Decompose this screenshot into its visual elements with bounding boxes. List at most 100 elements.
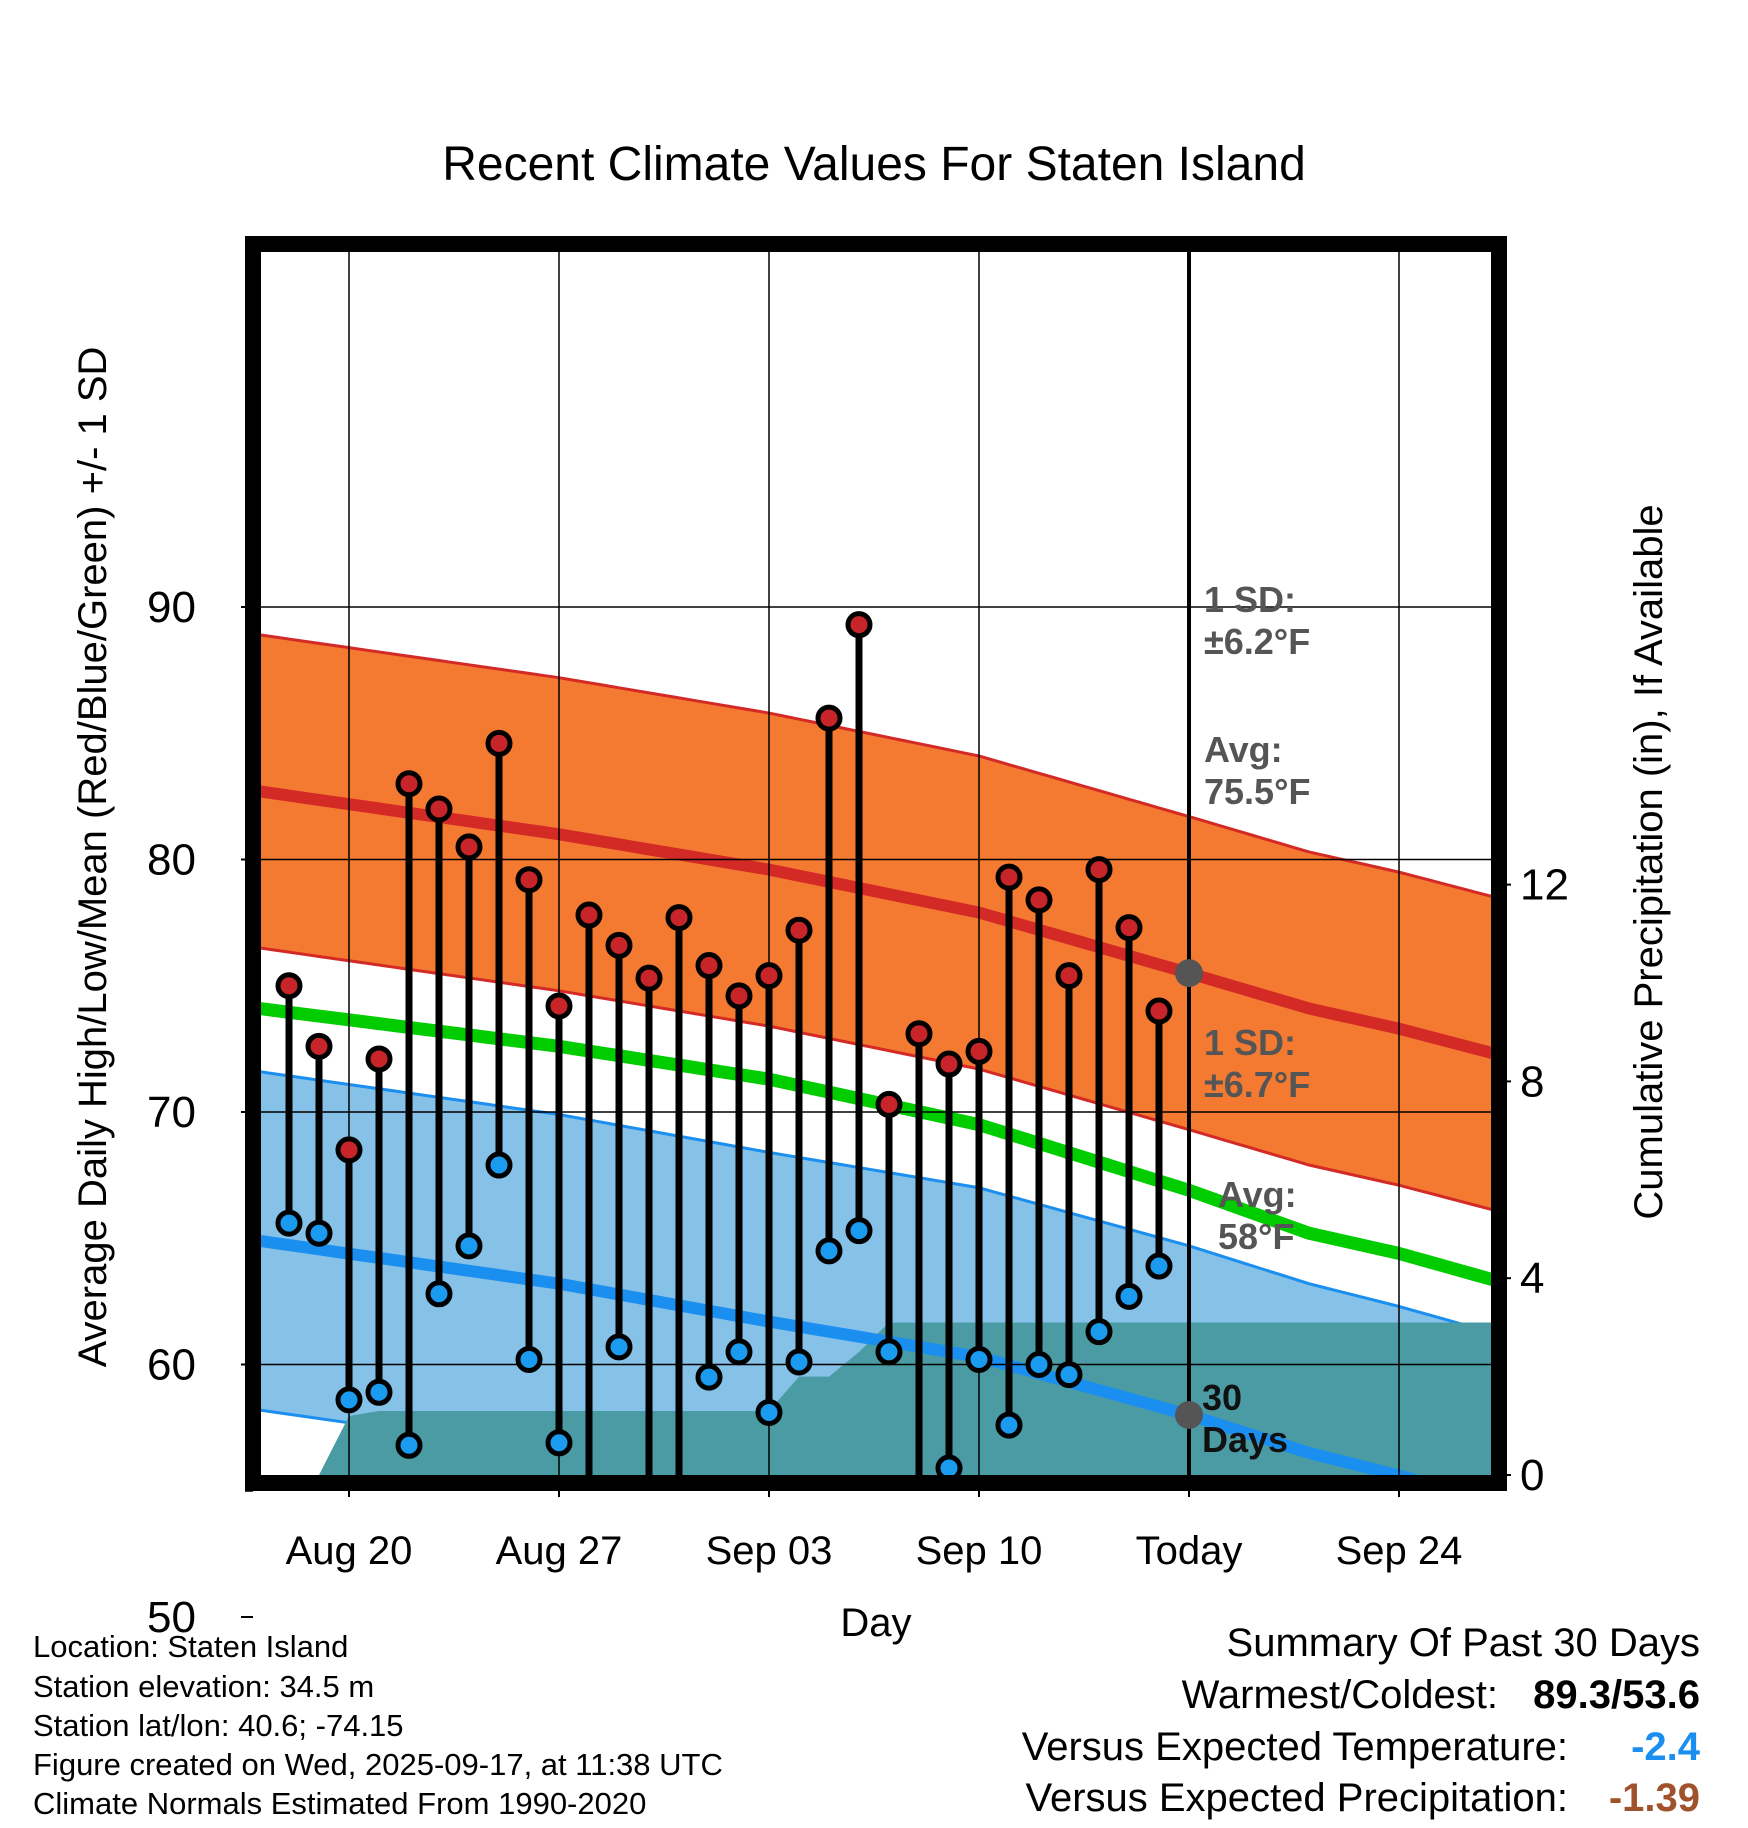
observed-high-point	[665, 904, 693, 932]
y2-tick-label: 0	[1520, 1451, 1544, 1500]
observed-low-point	[935, 1454, 963, 1475]
observed-low-point	[785, 1348, 813, 1376]
y2-tick-label: 12	[1520, 861, 1569, 910]
x-axis-label: Day	[840, 1601, 911, 1645]
observed-low-point	[815, 1237, 843, 1265]
observed-high-point	[335, 1136, 363, 1164]
observed-high-point	[275, 972, 303, 1000]
y2-axis-label: Cumulative Precipitation (in), If Availa…	[1627, 504, 1671, 1219]
observed-low-point	[515, 1345, 543, 1373]
x-tick-label: Sep 24	[1336, 1529, 1463, 1573]
high-sd-annotation-line-2: ±6.2°F	[1204, 621, 1310, 662]
plot-frame	[245, 236, 1507, 1491]
observed-high-point	[605, 931, 633, 959]
x-tick-label: Aug 27	[496, 1529, 623, 1573]
observed-low-point	[1145, 1252, 1173, 1280]
observed-low-point	[965, 1345, 993, 1373]
low-sd-annotation-line-1: 1 SD:	[1204, 1022, 1296, 1063]
observed-high-point	[695, 952, 723, 980]
info-latlon: Station lat/lon: 40.6; -74.15	[33, 1708, 404, 1743]
info-normals: Climate Normals Estimated From 1990-2020	[33, 1786, 646, 1821]
observed-high-point	[725, 982, 753, 1010]
observed-high-point	[515, 866, 543, 894]
x-tick-label: Sep 10	[916, 1529, 1043, 1573]
observed-low-point	[275, 1209, 303, 1237]
observed-low-point	[695, 1363, 723, 1391]
high-sd-upper-edge	[261, 633, 1491, 898]
high-avg-annotation-line-2: 75.5°F	[1204, 771, 1310, 812]
high-sd-annotation-line-1: 1 SD:	[1204, 579, 1296, 620]
low-sd-annotation-line-2: ±6.7°F	[1204, 1064, 1310, 1105]
today-low-normal-marker	[1175, 1401, 1203, 1429]
observed-low-point	[1025, 1351, 1053, 1378]
observed-high-point	[935, 1050, 963, 1078]
low-avg-annotation-line-1: Avg:	[1218, 1174, 1297, 1215]
y2-tick-label: 8	[1520, 1057, 1544, 1106]
x-tick-label: Aug 20	[286, 1529, 413, 1573]
y-axis-label: Average Daily High/Low/Mean (Red/Blue/Gr…	[71, 347, 115, 1368]
observed-high-point	[965, 1037, 993, 1065]
y-tick-label: 50	[147, 1593, 196, 1642]
summary-temp-label: Versus Expected Temperature:	[1022, 1725, 1568, 1769]
observed-low-point	[1055, 1361, 1083, 1389]
observed-high-point	[365, 1045, 393, 1073]
observed-low-point	[1115, 1282, 1143, 1310]
observed-low-point	[335, 1386, 363, 1414]
high-avg-annotation-line-1: Avg:	[1204, 729, 1283, 770]
y-tick-label: 90	[147, 583, 196, 632]
observed-high-point	[1025, 886, 1053, 914]
observed-high-point	[635, 964, 663, 992]
observed-high-point	[575, 901, 603, 929]
x-tick-label: Today	[1136, 1529, 1243, 1573]
summary-warm-cold-value: 89.3/53.6	[1533, 1673, 1700, 1717]
y2-tick-label: 4	[1520, 1254, 1544, 1303]
low-avg-annotation-line-2: 58°F	[1218, 1216, 1294, 1257]
observed-high-point	[755, 962, 783, 990]
window-annotation-line-1: 30	[1202, 1377, 1242, 1418]
observed-low-point	[485, 1151, 513, 1179]
observed-low-point	[545, 1429, 573, 1457]
observed-low-point	[755, 1398, 783, 1426]
observed-low-point	[365, 1378, 393, 1406]
observed-high-point	[1055, 962, 1083, 990]
chart-title: Recent Climate Values For Staten Island	[442, 138, 1306, 191]
observed-low-point	[305, 1219, 333, 1247]
observed-high-point	[815, 704, 843, 732]
observed-high-point	[545, 992, 573, 1020]
info-location: Location: Staten Island	[33, 1629, 348, 1664]
summary-precip-value: -1.39	[1609, 1776, 1700, 1820]
y-tick-label: 60	[147, 1341, 196, 1390]
observed-high-point	[1085, 856, 1113, 884]
observed-high-point	[425, 795, 453, 823]
observed-high-point	[785, 916, 813, 944]
observed-low-point	[845, 1217, 873, 1245]
observed-low-point	[725, 1338, 753, 1366]
observed-low-point	[605, 1333, 633, 1361]
observed-low-point	[425, 1280, 453, 1308]
summary-warm-cold-label: Warmest/Coldest:	[1182, 1673, 1498, 1717]
high-normal-line	[261, 785, 1491, 1059]
window-annotation-line-2: Days	[1202, 1419, 1288, 1460]
observed-high-point	[455, 833, 483, 861]
observed-high-point	[845, 611, 873, 639]
observed-low-point	[1085, 1318, 1113, 1346]
high-sd-band	[261, 635, 1491, 1210]
observed-low-point	[395, 1431, 423, 1459]
y-tick-label: 70	[147, 1088, 196, 1137]
info-elevation: Station elevation: 34.5 m	[33, 1669, 374, 1704]
summary-temp-value: -2.4	[1631, 1725, 1701, 1769]
observed-high-point	[905, 1020, 933, 1048]
observed-low-point	[995, 1411, 1023, 1439]
today-high-normal-marker	[1175, 959, 1203, 988]
observed-low-point	[455, 1232, 483, 1260]
observed-high-point	[485, 729, 513, 757]
summary-title: Summary Of Past 30 Days	[1227, 1621, 1700, 1665]
summary-precip-label: Versus Expected Precipitation:	[1025, 1776, 1568, 1820]
y-tick-label: 80	[147, 836, 196, 885]
observed-low-point	[875, 1338, 903, 1366]
observed-high-point	[995, 863, 1023, 891]
observed-high-point	[305, 1032, 333, 1060]
observed-high-point	[1115, 914, 1143, 942]
observed-low-point	[638, 1497, 660, 1519]
